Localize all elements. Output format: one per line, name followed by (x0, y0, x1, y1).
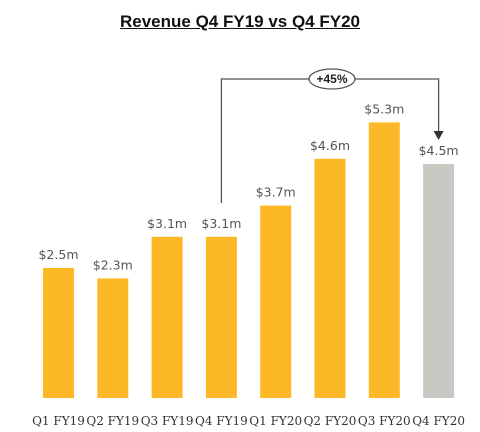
category-label: Q2 FY20 (304, 414, 357, 428)
bar-q4-fy19 (205, 236, 237, 398)
arrow-down-icon (433, 131, 444, 140)
bar-q3-fy20 (368, 122, 400, 399)
value-label: $4.5m (419, 143, 459, 158)
category-label: Q1 FY19 (32, 414, 85, 428)
value-label: $4.6m (310, 138, 350, 153)
category-label: Q3 FY19 (141, 414, 194, 428)
value-labels-layer: $2.5m $2.3m $3.1m $3.1m $3.7m $4.6m $5.3m $4.5m (38, 101, 458, 272)
value-label: $3.1m (201, 216, 241, 231)
annotation-bubble (308, 68, 356, 90)
bar-q3-fy19 (151, 236, 183, 398)
value-label: $3.1m (147, 216, 187, 231)
chart-title: Revenue Q4 FY19 vs Q4 FY20 (119, 12, 360, 31)
category-label: Q1 FY20 (249, 414, 302, 428)
bar-q2-fy20 (314, 158, 346, 398)
bar-q2-fy19 (97, 278, 129, 398)
category-label: Q3 FY20 (358, 414, 411, 428)
growth-percent-label: +45% (316, 72, 347, 86)
category-labels-layer: Q1 FY19 Q2 FY19 Q3 FY19 Q4 FY19 Q1 FY20 Q2 FY… (32, 414, 465, 428)
bars-layer (43, 122, 455, 399)
category-label: Q4 FY19 (195, 414, 248, 428)
bar-q1-fy19 (43, 268, 74, 398)
category-label: Q2 FY19 (86, 414, 139, 428)
value-label: $3.7m (256, 185, 296, 200)
bar-q4-fy20 (423, 164, 455, 398)
value-label: $5.3m (364, 101, 404, 116)
value-label: $2.3m (93, 257, 133, 272)
growth-annotation: +45% (220, 68, 444, 203)
value-label: $2.5m (38, 247, 78, 262)
category-label: Q4 FY20 (412, 414, 465, 428)
bar-q1-fy20 (260, 205, 292, 398)
